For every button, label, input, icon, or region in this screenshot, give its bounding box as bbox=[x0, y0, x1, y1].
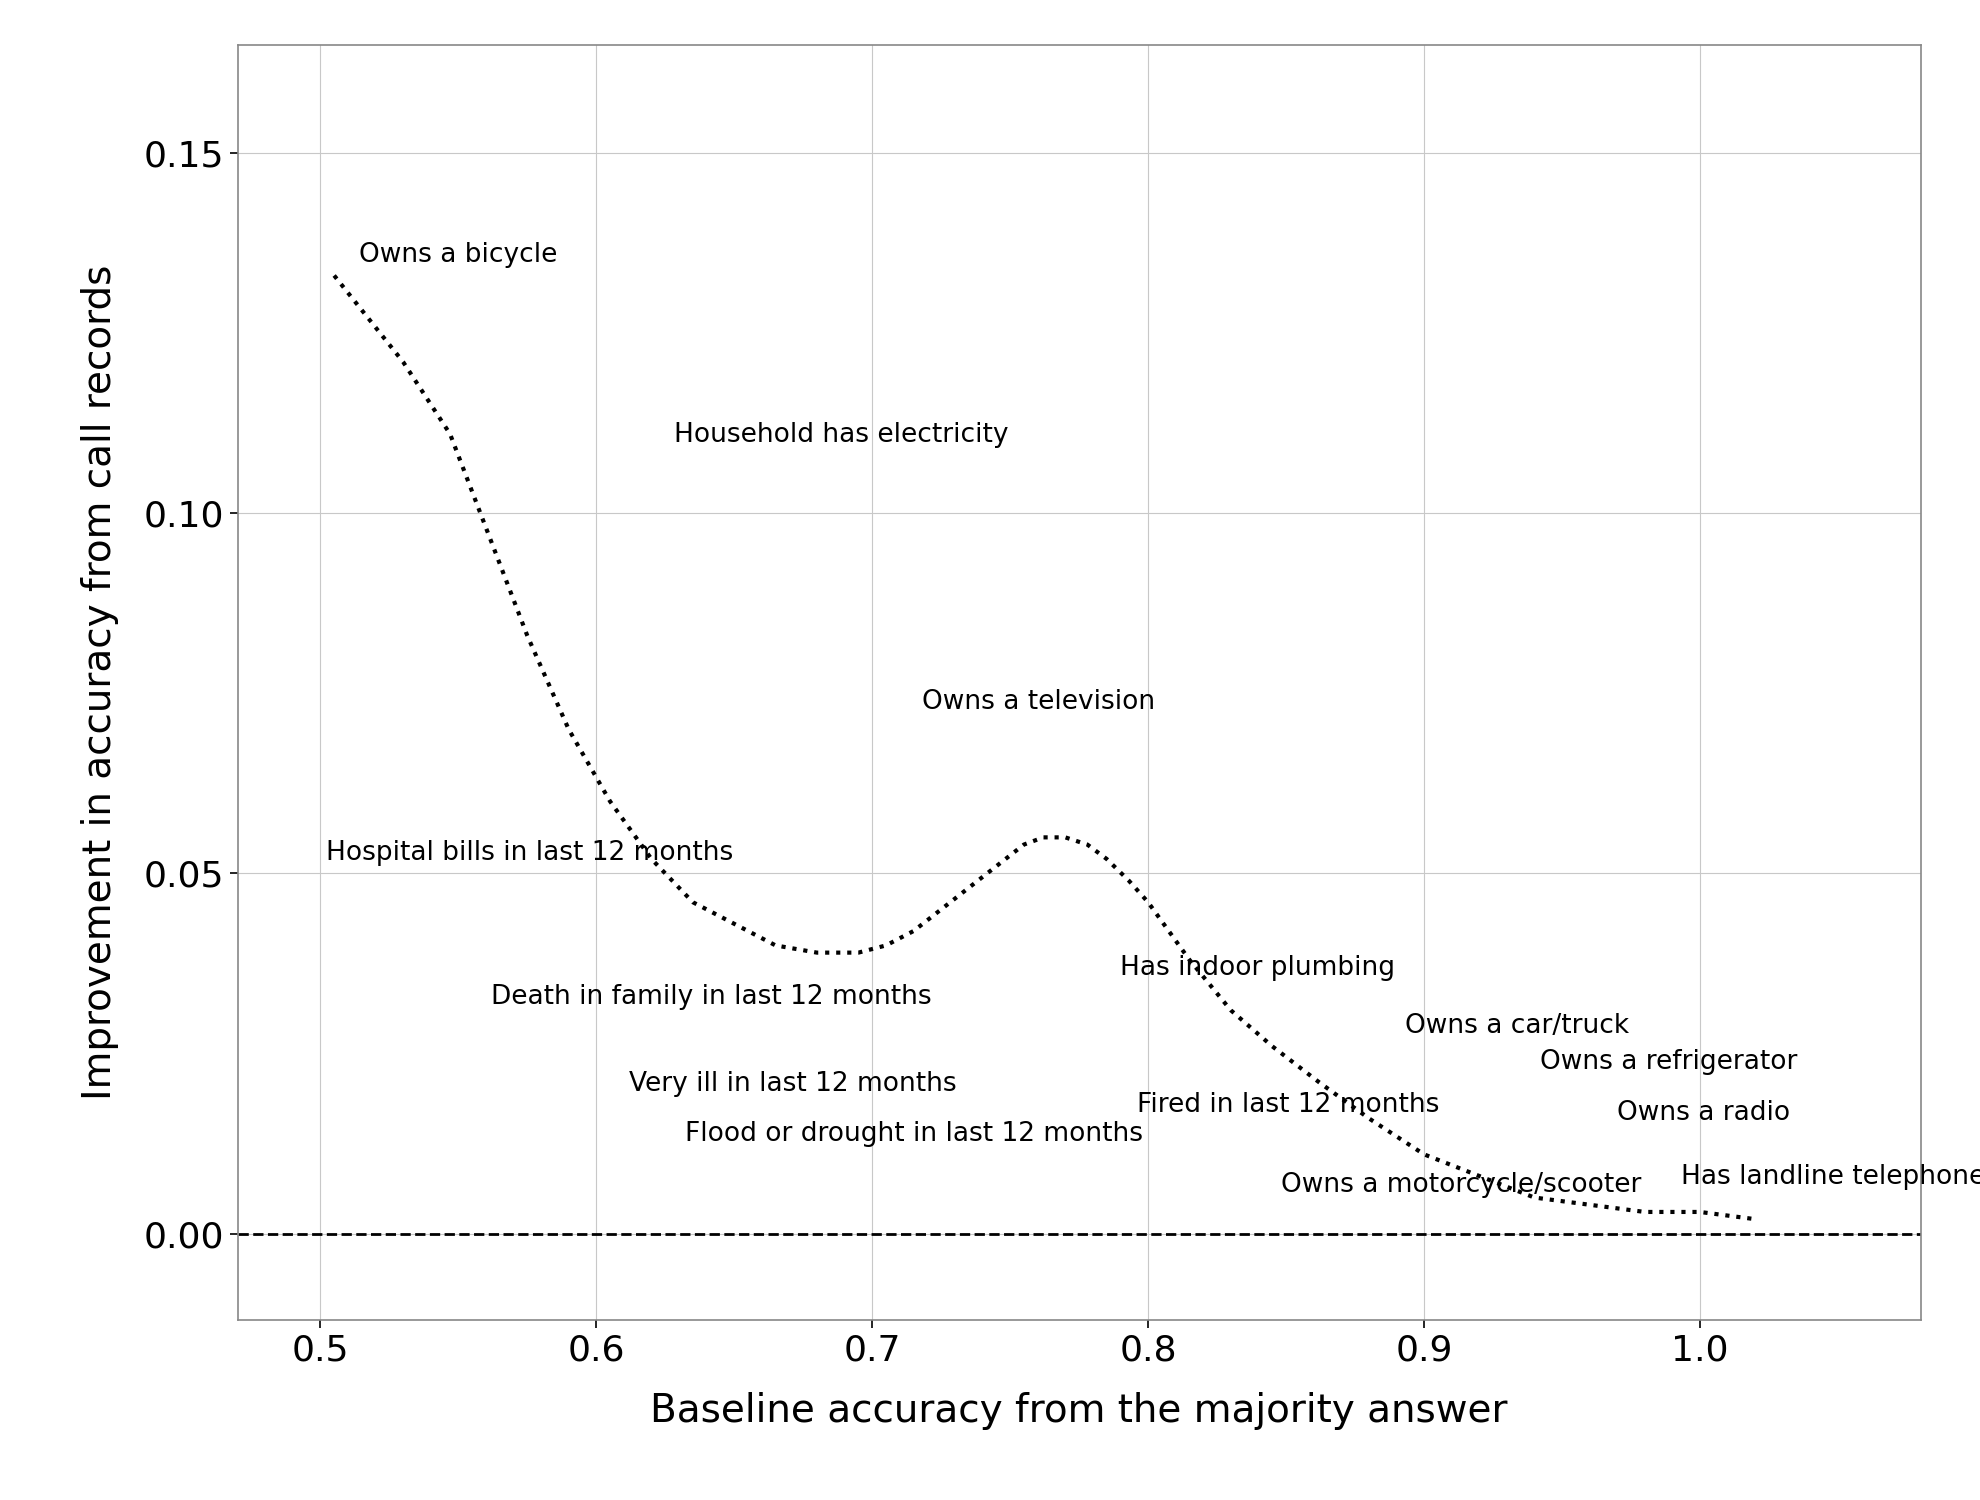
Text: Owns a bicycle: Owns a bicycle bbox=[358, 243, 558, 268]
Text: Owns a motorcycle/scooter: Owns a motorcycle/scooter bbox=[1281, 1172, 1641, 1197]
Text: Owns a refrigerator: Owns a refrigerator bbox=[1540, 1048, 1798, 1076]
Text: Owns a car/truck: Owns a car/truck bbox=[1404, 1013, 1630, 1040]
Text: Fired in last 12 months: Fired in last 12 months bbox=[1137, 1092, 1439, 1119]
Text: Very ill in last 12 months: Very ill in last 12 months bbox=[630, 1071, 956, 1096]
Text: Owns a television: Owns a television bbox=[923, 688, 1154, 715]
Y-axis label: Improvement in accuracy from call records: Improvement in accuracy from call record… bbox=[81, 266, 119, 1100]
Text: Has landline telephone: Has landline telephone bbox=[1681, 1164, 1980, 1191]
Text: Household has electricity: Household has electricity bbox=[673, 423, 1008, 448]
Text: Death in family in last 12 months: Death in family in last 12 months bbox=[491, 984, 933, 1011]
Text: Owns a radio: Owns a radio bbox=[1618, 1100, 1790, 1125]
Text: Flood or drought in last 12 months: Flood or drought in last 12 months bbox=[685, 1120, 1142, 1148]
X-axis label: Baseline accuracy from the majority answer: Baseline accuracy from the majority answ… bbox=[649, 1392, 1509, 1429]
Text: Hospital bills in last 12 months: Hospital bills in last 12 months bbox=[327, 840, 733, 866]
Text: Has indoor plumbing: Has indoor plumbing bbox=[1121, 956, 1396, 981]
